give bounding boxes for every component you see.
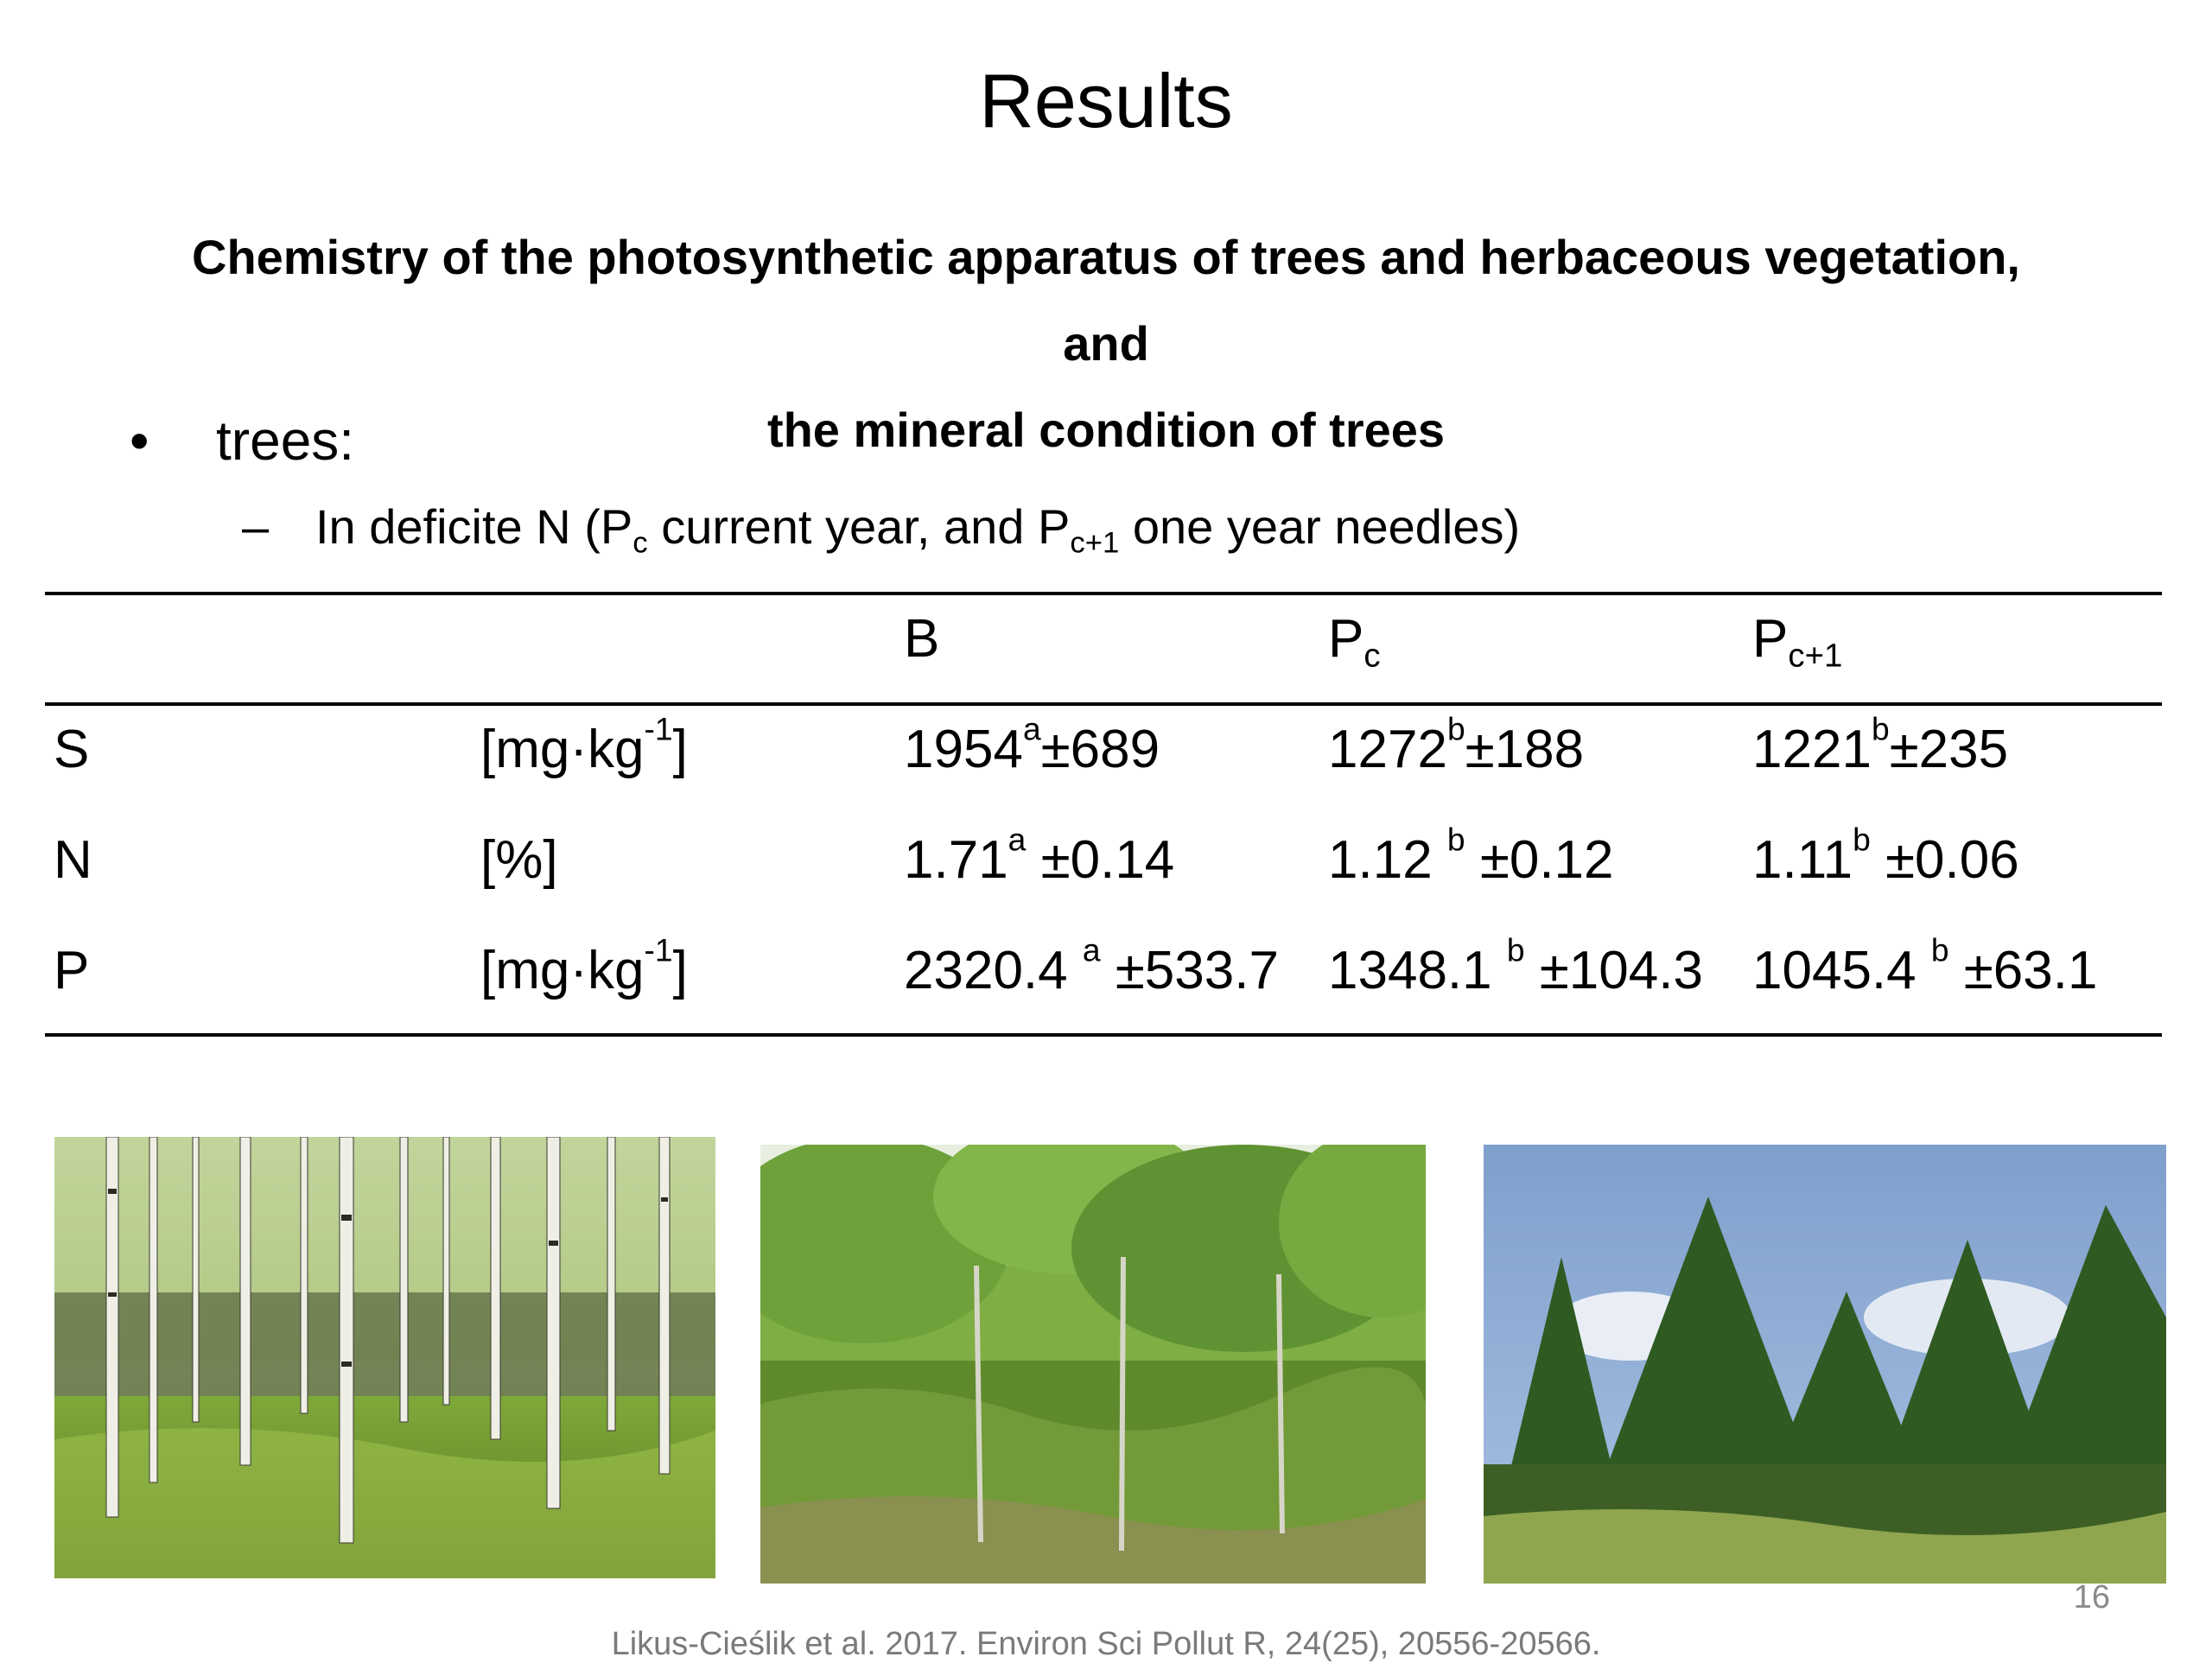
bullet-sub-subscript-2: c+1 bbox=[1070, 526, 1120, 560]
subtitle-line-1: Chemistry of the photosynthetic apparatu… bbox=[192, 230, 2020, 371]
table-header-rule bbox=[45, 702, 2162, 706]
row-n-unit: [%] bbox=[480, 830, 558, 890]
dash-bullet-icon: – bbox=[242, 499, 270, 554]
bullet-sub-suffix: one year needles) bbox=[1132, 499, 1521, 554]
young-deciduous-stand-photo bbox=[760, 1145, 1426, 1584]
row-s-b: 1954a±689 bbox=[904, 710, 1160, 779]
bullet-sub-mid: current year, and P bbox=[661, 499, 1071, 554]
page-number: 16 bbox=[2073, 1579, 2110, 1615]
row-n-element: N bbox=[54, 830, 92, 890]
row-p-element: P bbox=[54, 941, 90, 1000]
header-pc: Pc bbox=[1328, 609, 1381, 675]
bullet-sub-prefix: In deficite N (P bbox=[315, 499, 633, 554]
table-top-rule bbox=[45, 592, 2162, 595]
row-n-pc: 1.12 b ±0.12 bbox=[1328, 821, 1614, 890]
citation: Likus-Cieślik et al. 2017. Environ Sci P… bbox=[611, 1626, 1601, 1662]
row-p-b: 2320.4 a ±533.7 bbox=[904, 931, 1279, 1000]
subtitle-line-2: the mineral condition of trees bbox=[766, 403, 1446, 457]
row-n-b: 1.71a ±0.14 bbox=[904, 821, 1175, 890]
row-p-pc: 1348.1 b ±104.3 bbox=[1328, 931, 1703, 1000]
slide-subtitle: Chemistry of the photosynthetic apparatu… bbox=[156, 214, 2056, 473]
young-pine-stand-photo bbox=[1484, 1145, 2166, 1584]
bullet-deficit-n: – In deficite N (Pc current year, and Pc+… bbox=[242, 492, 1520, 562]
row-s-element: S bbox=[54, 720, 90, 779]
header-b: B bbox=[904, 609, 940, 669]
birch-forest-photo bbox=[54, 1137, 715, 1578]
bullet-trees-label: trees: bbox=[216, 409, 355, 472]
row-s-pc: 1272b±188 bbox=[1328, 710, 1585, 779]
row-n-pc1: 1.11b ±0.06 bbox=[1752, 821, 2019, 890]
slide-title: Results bbox=[979, 58, 1233, 143]
row-p-unit: [mg·kg-1] bbox=[480, 931, 688, 1000]
row-s-unit: [mg·kg-1] bbox=[480, 710, 688, 779]
row-s-pc1: 1221b±235 bbox=[1752, 710, 2009, 779]
header-pc1: Pc+1 bbox=[1752, 609, 1843, 675]
table-bottom-rule bbox=[45, 1033, 2162, 1037]
row-p-pc1: 1045.4 b ±63.1 bbox=[1752, 931, 2098, 1000]
bullet-dot-icon: • bbox=[130, 409, 149, 472]
bullet-sub-subscript-1: c bbox=[632, 526, 648, 560]
